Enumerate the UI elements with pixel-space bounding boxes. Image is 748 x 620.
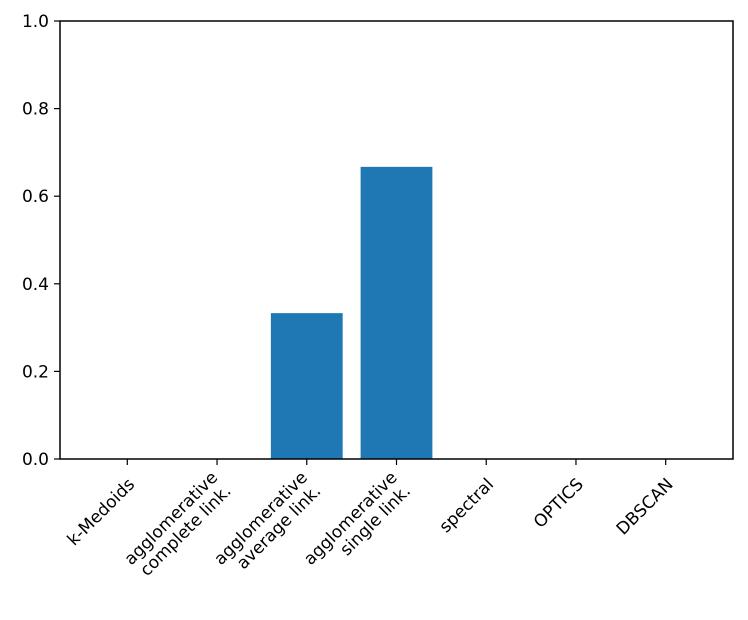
x-tick-label-line: OPTICS (530, 475, 588, 533)
bar-3 (360, 166, 433, 459)
x-tick-label: OPTICS (530, 475, 588, 533)
x-tick-label: agglomerativeaverage link. (210, 468, 325, 583)
y-tick-label: 0.4 (22, 275, 49, 295)
y-tick-label: 0.2 (22, 362, 49, 382)
x-tick-label-line: k-Medoids (64, 475, 140, 551)
plot-frame (59, 20, 734, 460)
y-tick-label: 0.8 (22, 100, 49, 120)
y-tick-label: 1.0 (22, 12, 49, 32)
x-tick-label: spectral (436, 475, 498, 537)
x-tick-label: DBSCAN (613, 475, 678, 540)
x-tick-label: k-Medoids (64, 475, 140, 551)
x-tick-label: agglomerativecomplete link. (121, 468, 236, 583)
y-tick-label: 0.0 (22, 450, 49, 470)
x-tick-label-line: DBSCAN (613, 475, 678, 540)
x-tick-label: agglomerativesingle link. (300, 468, 415, 583)
x-tick-label-line: spectral (436, 475, 498, 537)
bar-2 (270, 313, 343, 459)
bars-group (270, 166, 433, 459)
y-tick-label: 0.6 (22, 187, 49, 207)
y-axis: 0.0 0.2 0.4 0.6 0.8 1.0 (22, 12, 60, 470)
